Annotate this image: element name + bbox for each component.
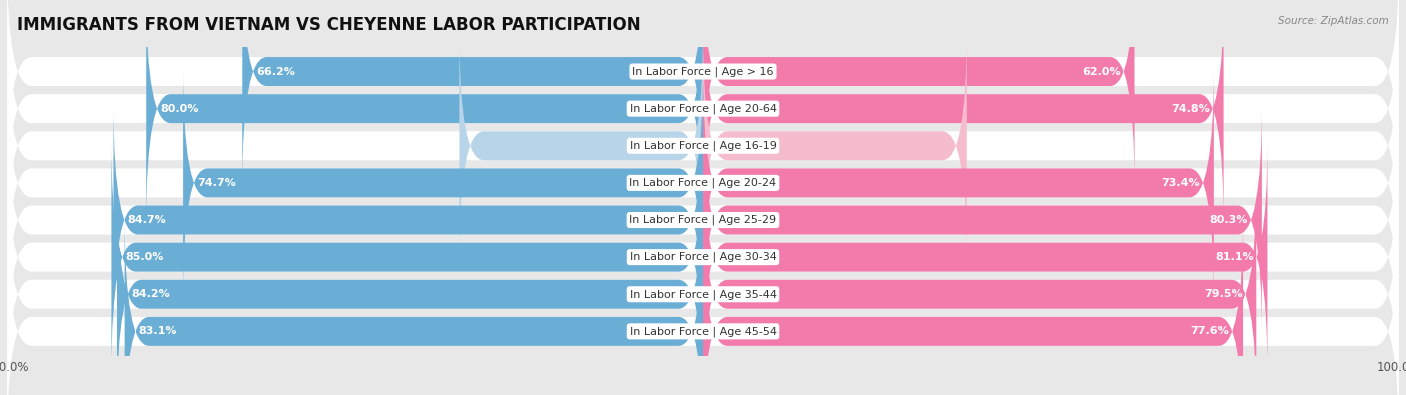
FancyBboxPatch shape xyxy=(7,216,1399,395)
FancyBboxPatch shape xyxy=(7,0,1399,224)
FancyBboxPatch shape xyxy=(703,0,1135,187)
FancyBboxPatch shape xyxy=(703,216,1243,395)
FancyBboxPatch shape xyxy=(703,68,1213,298)
FancyBboxPatch shape xyxy=(7,0,1399,187)
Text: 85.0%: 85.0% xyxy=(125,252,163,262)
Text: 74.8%: 74.8% xyxy=(1171,103,1209,114)
FancyBboxPatch shape xyxy=(703,0,1223,224)
FancyBboxPatch shape xyxy=(703,30,967,261)
Text: In Labor Force | Age 25-29: In Labor Force | Age 25-29 xyxy=(630,215,776,225)
Text: 77.6%: 77.6% xyxy=(1191,326,1229,337)
FancyBboxPatch shape xyxy=(125,216,703,395)
FancyBboxPatch shape xyxy=(117,179,703,395)
Text: 81.1%: 81.1% xyxy=(1215,252,1254,262)
Text: In Labor Force | Age 30-34: In Labor Force | Age 30-34 xyxy=(630,252,776,262)
FancyBboxPatch shape xyxy=(703,142,1267,372)
Text: In Labor Force | Age 35-44: In Labor Force | Age 35-44 xyxy=(630,289,776,299)
Text: 62.0%: 62.0% xyxy=(1083,66,1121,77)
Text: In Labor Force | Age 20-24: In Labor Force | Age 20-24 xyxy=(630,178,776,188)
Text: 84.2%: 84.2% xyxy=(131,289,170,299)
Text: In Labor Force | Age 20-64: In Labor Force | Age 20-64 xyxy=(630,103,776,114)
Text: 74.7%: 74.7% xyxy=(197,178,236,188)
Text: Source: ZipAtlas.com: Source: ZipAtlas.com xyxy=(1278,16,1389,26)
Text: IMMIGRANTS FROM VIETNAM VS CHEYENNE LABOR PARTICIPATION: IMMIGRANTS FROM VIETNAM VS CHEYENNE LABO… xyxy=(17,16,641,34)
Text: 37.9%: 37.9% xyxy=(717,141,752,151)
FancyBboxPatch shape xyxy=(242,0,703,187)
FancyBboxPatch shape xyxy=(7,68,1399,298)
Text: In Labor Force | Age 16-19: In Labor Force | Age 16-19 xyxy=(630,141,776,151)
Legend: Immigrants from Vietnam, Cheyenne: Immigrants from Vietnam, Cheyenne xyxy=(555,394,851,395)
FancyBboxPatch shape xyxy=(7,179,1399,395)
Text: 83.1%: 83.1% xyxy=(139,326,177,337)
Text: 73.4%: 73.4% xyxy=(1161,178,1199,188)
FancyBboxPatch shape xyxy=(114,105,703,335)
FancyBboxPatch shape xyxy=(703,105,1261,335)
Text: 66.2%: 66.2% xyxy=(256,66,295,77)
FancyBboxPatch shape xyxy=(460,30,703,261)
Text: 80.3%: 80.3% xyxy=(1209,215,1249,225)
Text: 79.5%: 79.5% xyxy=(1204,289,1243,299)
FancyBboxPatch shape xyxy=(7,142,1399,372)
FancyBboxPatch shape xyxy=(183,68,703,298)
Text: 80.0%: 80.0% xyxy=(160,103,198,114)
FancyBboxPatch shape xyxy=(7,105,1399,335)
FancyBboxPatch shape xyxy=(7,30,1399,261)
Text: 84.7%: 84.7% xyxy=(128,215,166,225)
FancyBboxPatch shape xyxy=(146,0,703,224)
FancyBboxPatch shape xyxy=(703,179,1257,395)
FancyBboxPatch shape xyxy=(111,142,703,372)
Text: In Labor Force | Age > 16: In Labor Force | Age > 16 xyxy=(633,66,773,77)
Text: 35.0%: 35.0% xyxy=(654,141,689,151)
Text: In Labor Force | Age 45-54: In Labor Force | Age 45-54 xyxy=(630,326,776,337)
